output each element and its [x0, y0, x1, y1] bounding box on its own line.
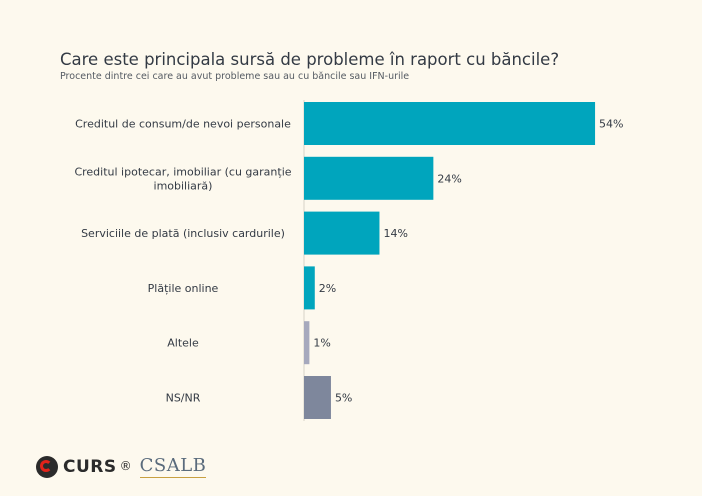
- chart-title: Care este principala sursă de probleme î…: [60, 50, 560, 69]
- bar-value-label: 24%: [437, 172, 461, 185]
- registered-mark: ®: [119, 458, 132, 473]
- category-label: Serviciile de plată (inclusiv cardurile): [81, 227, 285, 240]
- bar-value-label: 54%: [599, 118, 623, 131]
- category-label: Creditul ipotecar, imobiliar (cu garanți…: [74, 165, 291, 192]
- category-label: Creditul de consum/de nevoi personale: [75, 118, 291, 131]
- bar: [304, 102, 596, 145]
- curs-logo: CURS: [63, 456, 117, 477]
- bar: [304, 211, 380, 255]
- category-label: NS/NR: [166, 392, 201, 405]
- bar-value-label: 2%: [319, 282, 336, 295]
- bar: [304, 321, 310, 365]
- csalb-logo: CSALB: [139, 455, 207, 478]
- bar: [304, 156, 434, 200]
- bar: [304, 266, 315, 310]
- category-label: Altele: [167, 337, 199, 350]
- bar-value-label: 5%: [335, 392, 352, 405]
- bar: [304, 376, 331, 419]
- bar-value-label: 14%: [383, 227, 407, 240]
- category-label: Plățile online: [148, 282, 219, 295]
- bar-value-label: 1%: [313, 337, 330, 350]
- footer-logos: CURS ® CSALB: [36, 455, 207, 478]
- curs-logo-icon: [36, 455, 58, 478]
- chart-subtitle: Procente dintre cei care au avut problem…: [60, 71, 410, 82]
